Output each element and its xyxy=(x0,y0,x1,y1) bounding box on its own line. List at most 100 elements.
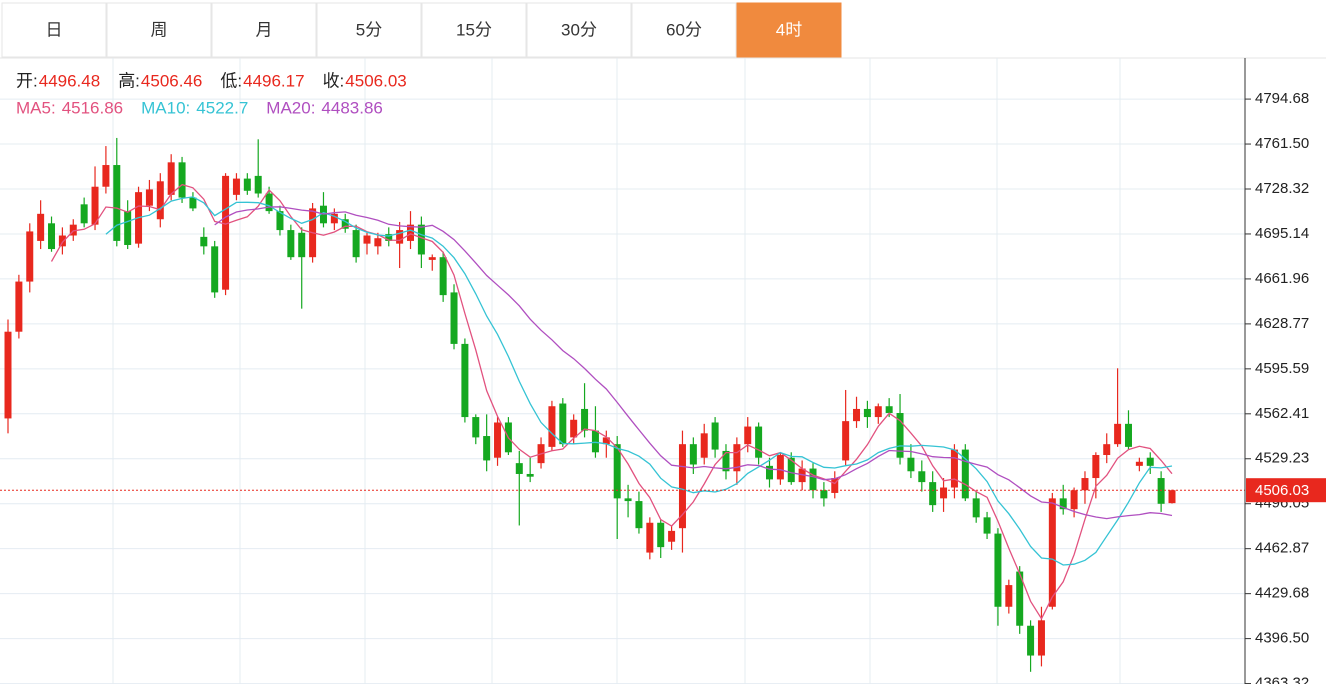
candle-body xyxy=(591,430,599,453)
candle-body xyxy=(48,223,56,250)
candle-body xyxy=(494,422,502,458)
tab[interactable] xyxy=(316,2,422,58)
candle-body xyxy=(526,473,534,477)
y-tick-label: 4363.32 xyxy=(1255,675,1309,684)
y-tick-label: 4728.32 xyxy=(1255,180,1309,197)
candle-body xyxy=(4,331,12,419)
candle-body xyxy=(124,211,132,245)
candle-body xyxy=(918,471,926,483)
y-tick-label: 4562.41 xyxy=(1255,405,1309,422)
y-tick-label: 4396.50 xyxy=(1255,630,1309,647)
candle-body xyxy=(1146,457,1154,466)
candle-body xyxy=(58,235,66,247)
candle-body xyxy=(417,224,425,255)
tab-label[interactable]: 日 xyxy=(46,20,63,39)
candle-body xyxy=(940,487,948,499)
candle-body xyxy=(483,436,491,461)
candle-body xyxy=(1103,444,1111,456)
candle-body xyxy=(885,406,893,414)
candle-body xyxy=(515,463,523,474)
candle-body xyxy=(602,437,610,445)
tab-label[interactable]: 5分 xyxy=(356,20,382,39)
tab[interactable] xyxy=(526,2,632,58)
candle-body xyxy=(222,175,230,290)
tab[interactable] xyxy=(1,2,107,58)
candle-body xyxy=(689,444,697,465)
candle-body xyxy=(853,408,861,422)
y-tick-label: 4595.59 xyxy=(1255,360,1309,377)
vertical-grid xyxy=(112,58,1121,684)
tab[interactable] xyxy=(106,2,212,58)
candle-body xyxy=(657,522,665,548)
tab[interactable] xyxy=(631,2,737,58)
candle-body xyxy=(809,468,817,491)
candle-body xyxy=(711,422,719,450)
tab[interactable] xyxy=(211,2,317,58)
candle-body xyxy=(232,178,240,195)
candle-body xyxy=(341,219,349,229)
candle-body xyxy=(450,292,458,344)
candle-body xyxy=(646,522,654,553)
y-tick-label: 4761.50 xyxy=(1255,135,1309,152)
candle-body xyxy=(1016,571,1024,626)
candle-body xyxy=(548,406,556,447)
candle-body xyxy=(91,186,99,225)
candle-body xyxy=(1005,585,1013,607)
y-tick-label: 4661.96 xyxy=(1255,270,1309,287)
tab-label[interactable]: 60分 xyxy=(666,20,702,39)
candle-body xyxy=(874,406,882,418)
candle-body xyxy=(287,230,295,258)
candle-body xyxy=(820,490,828,499)
tab-label[interactable]: 月 xyxy=(256,20,273,39)
candle-body xyxy=(26,231,34,282)
candle-body xyxy=(145,189,153,206)
y-tick-label: 4429.68 xyxy=(1255,585,1309,602)
tab-label[interactable]: 15分 xyxy=(456,20,492,39)
candle-body xyxy=(1124,423,1132,447)
candle-body xyxy=(37,213,45,241)
active-tab[interactable] xyxy=(736,2,842,58)
tab-label[interactable]: 30分 xyxy=(561,20,597,39)
candle-body xyxy=(929,482,937,506)
ma-line xyxy=(50,183,1173,621)
candle-body xyxy=(298,232,306,258)
candle-body xyxy=(80,204,88,224)
candle-body xyxy=(374,238,382,247)
candle-body xyxy=(15,281,23,332)
ma-label: MA5: xyxy=(16,98,56,117)
candle-body xyxy=(363,235,371,244)
candle-body xyxy=(722,450,730,472)
candle-body xyxy=(385,234,393,241)
candle-body xyxy=(472,417,480,438)
candle-body xyxy=(254,175,262,194)
tab[interactable] xyxy=(421,2,527,58)
candle-body xyxy=(407,224,415,241)
candle-body xyxy=(156,181,164,220)
candle-body xyxy=(961,449,969,499)
candle-body xyxy=(559,403,567,445)
candle-body xyxy=(570,419,578,438)
candle-body xyxy=(200,236,208,247)
y-tick-label: 4462.87 xyxy=(1255,540,1309,557)
candle-body xyxy=(1059,498,1067,510)
candle-body xyxy=(755,426,763,458)
ma-value: 4483.86 xyxy=(321,98,382,117)
tab-label[interactable]: 4时 xyxy=(776,20,802,39)
candle-body xyxy=(265,193,273,212)
candle-body xyxy=(396,230,404,244)
candle-body xyxy=(1092,455,1100,479)
ma-line xyxy=(214,206,1173,520)
info-value: 4506.46 xyxy=(141,71,202,90)
candle-body xyxy=(733,444,741,472)
y-tick-label: 4529.23 xyxy=(1255,450,1309,467)
candle-body xyxy=(581,408,589,431)
last-price-label: 4506.03 xyxy=(1255,482,1309,499)
info-label: 低: xyxy=(220,71,242,90)
tab-label[interactable]: 周 xyxy=(151,20,168,39)
candle-body xyxy=(167,162,175,195)
candle-body xyxy=(624,498,632,502)
candle-body xyxy=(831,478,839,493)
candle-body xyxy=(439,257,447,296)
candle-body xyxy=(178,162,186,198)
candle-body xyxy=(950,449,958,488)
